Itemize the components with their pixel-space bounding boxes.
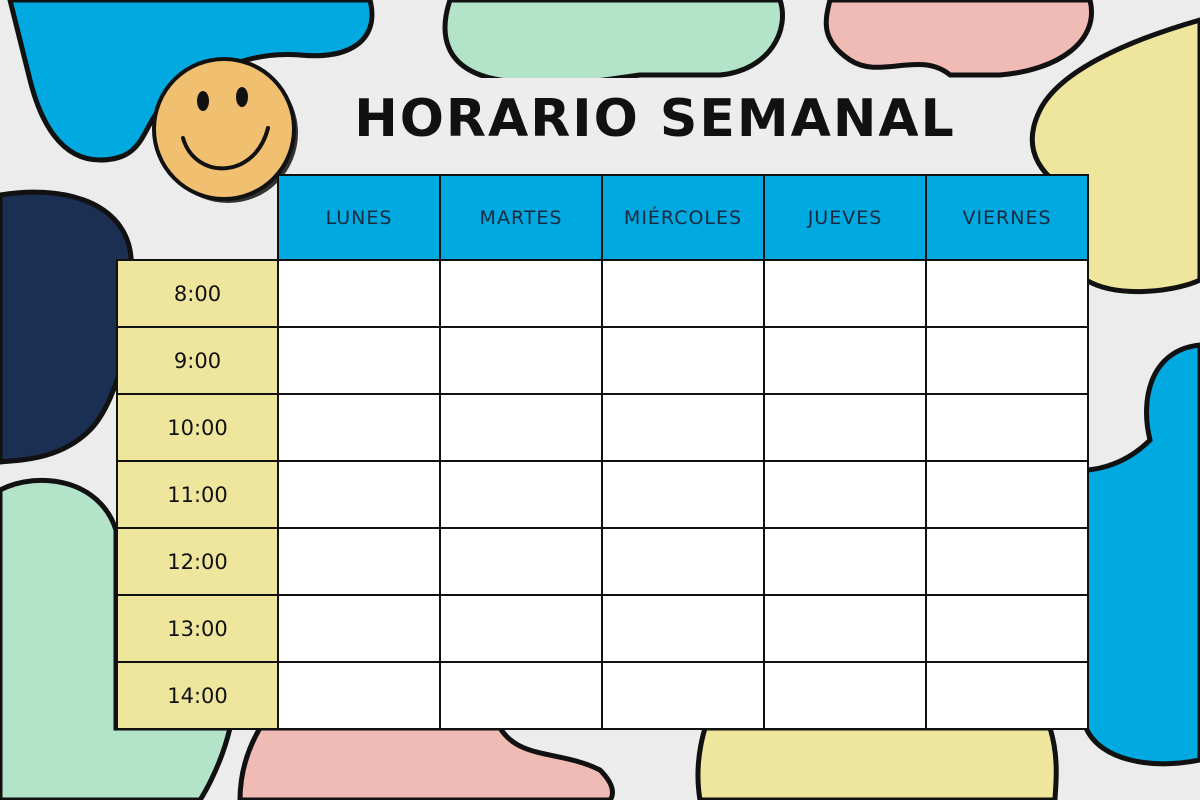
header-row: LUNES MARTES MIÉRCOLES JUEVES VIERNES [117, 174, 1089, 261]
schedule-cell[interactable] [439, 594, 603, 663]
schedule-cell[interactable] [763, 527, 927, 596]
schedule-cell[interactable] [925, 259, 1089, 328]
schedule-cell[interactable] [763, 460, 927, 529]
time-label: 9:00 [116, 326, 279, 395]
time-label: 10:00 [116, 393, 279, 462]
table-row: 14:00 [116, 661, 1089, 730]
table-row: 10:00 [116, 393, 1089, 462]
schedule-cell[interactable] [277, 393, 441, 462]
schedule-cell[interactable] [763, 594, 927, 663]
time-label: 8:00 [116, 259, 279, 328]
schedule-cell[interactable] [601, 594, 765, 663]
corner-cell [117, 175, 278, 260]
schedule-cell[interactable] [925, 326, 1089, 395]
title-box: HORARIO SEMANAL [345, 78, 965, 160]
schedule-cell[interactable] [439, 326, 603, 395]
table-row: 11:00 [116, 460, 1089, 529]
schedule-cell[interactable] [601, 661, 765, 730]
table-row: 12:00 [116, 527, 1089, 596]
schedule-cell[interactable] [601, 326, 765, 395]
table-row: 13:00 [116, 594, 1089, 663]
smiley-face-icon [152, 57, 298, 203]
schedule-cell[interactable] [439, 393, 603, 462]
time-label: 14:00 [116, 661, 279, 730]
day-header-jueves: JUEVES [763, 174, 927, 261]
table-row: 8:00 [116, 259, 1089, 328]
time-label: 11:00 [116, 460, 279, 529]
schedule-cell[interactable] [277, 259, 441, 328]
day-header-lunes: LUNES [277, 174, 441, 261]
day-header-miercoles: MIÉRCOLES [601, 174, 765, 261]
time-label: 12:00 [116, 527, 279, 596]
schedule-cell[interactable] [601, 527, 765, 596]
schedule-cell[interactable] [925, 594, 1089, 663]
day-header-viernes: VIERNES [925, 174, 1089, 261]
page-title: HORARIO SEMANAL [354, 89, 956, 149]
schedule-cell[interactable] [439, 460, 603, 529]
schedule-cell[interactable] [277, 594, 441, 663]
schedule-cell[interactable] [925, 460, 1089, 529]
schedule-cell[interactable] [277, 527, 441, 596]
schedule-cell[interactable] [763, 259, 927, 328]
schedule-cell[interactable] [601, 460, 765, 529]
schedule-cell[interactable] [439, 527, 603, 596]
schedule-cell[interactable] [925, 661, 1089, 730]
schedule-cell[interactable] [763, 393, 927, 462]
table-row: 9:00 [116, 326, 1089, 395]
time-label: 13:00 [116, 594, 279, 663]
schedule-cell[interactable] [763, 661, 927, 730]
schedule-table: LUNES MARTES MIÉRCOLES JUEVES VIERNES 8:… [116, 174, 1089, 730]
schedule-cell[interactable] [925, 393, 1089, 462]
schedule-cell[interactable] [439, 661, 603, 730]
schedule-cell[interactable] [925, 527, 1089, 596]
schedule-cell[interactable] [277, 661, 441, 730]
schedule-cell[interactable] [763, 326, 927, 395]
schedule-cell[interactable] [601, 393, 765, 462]
schedule-cell[interactable] [277, 460, 441, 529]
day-header-martes: MARTES [439, 174, 603, 261]
schedule-cell[interactable] [601, 259, 765, 328]
schedule-cell[interactable] [439, 259, 603, 328]
schedule-cell[interactable] [277, 326, 441, 395]
